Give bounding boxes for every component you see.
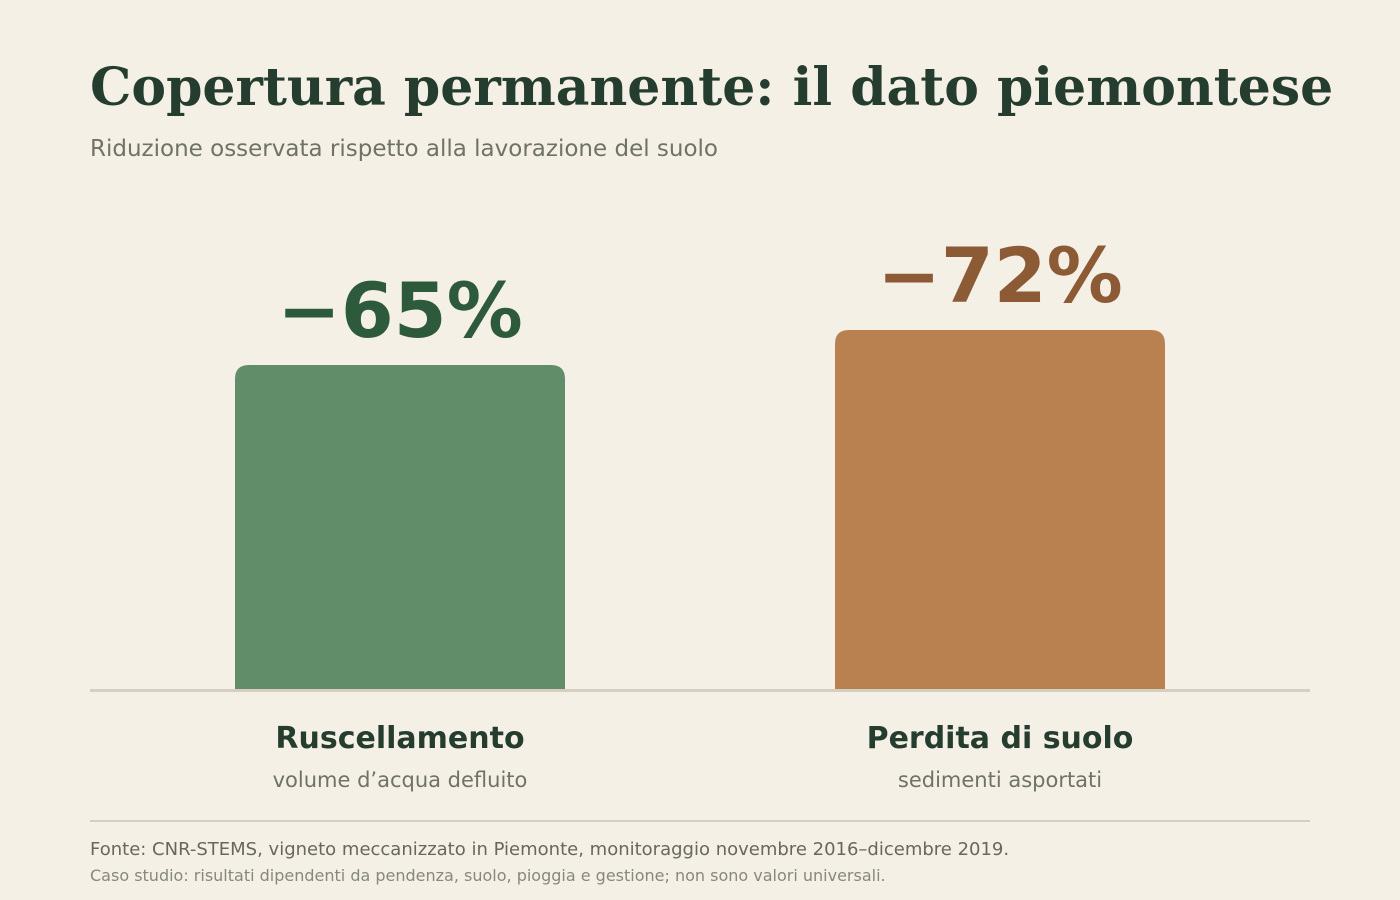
- category-label-1: Ruscellamento: [275, 721, 524, 756]
- bar-1: [235, 365, 565, 690]
- bar-2: [835, 330, 1165, 690]
- category-label-2: Perdita di suolo: [867, 721, 1134, 756]
- value-label-2: −72%: [877, 231, 1123, 320]
- value-label-1: −65%: [277, 266, 523, 355]
- caveat-note: Caso studio: risultati dipendenti da pen…: [90, 866, 886, 885]
- source-note: Fonte: CNR-STEMS, vigneto meccanizzato i…: [90, 839, 1010, 860]
- footer-divider: [90, 820, 1310, 822]
- category-description-1: volume d’acqua defluito: [273, 768, 528, 792]
- chart-subtitle: Riduzione osservata rispetto alla lavora…: [90, 136, 719, 162]
- chart-title: Copertura permanente: il dato piemontese: [90, 57, 1334, 118]
- bar-chart: −65% Ruscellamento volume d’acqua defluito…: [90, 231, 1310, 792]
- category-description-2: sedimenti asportati: [898, 768, 1102, 792]
